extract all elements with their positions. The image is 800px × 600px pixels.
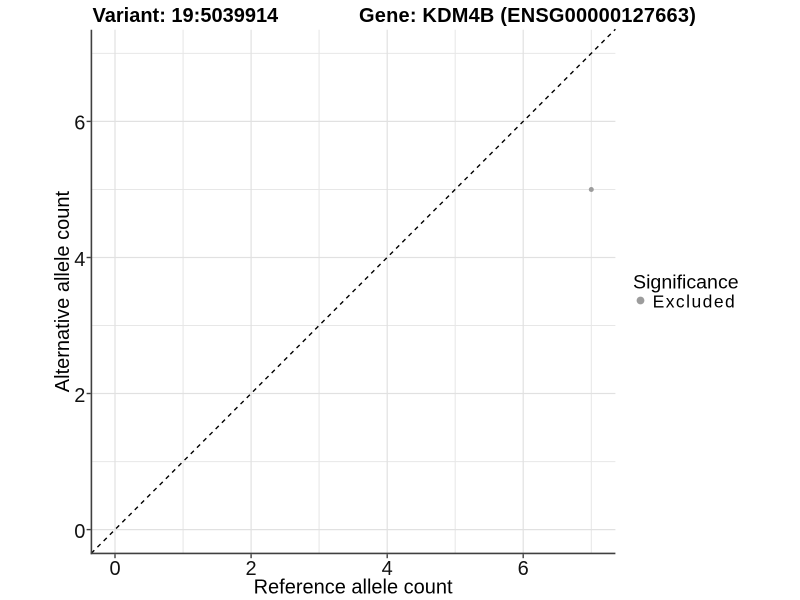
svg-text:0: 0 bbox=[109, 558, 120, 580]
svg-text:Gene: KDM4B (ENSG00000127663): Gene: KDM4B (ENSG00000127663) bbox=[359, 5, 696, 27]
svg-text:6: 6 bbox=[74, 113, 85, 135]
svg-text:6: 6 bbox=[518, 558, 529, 580]
svg-text:Alternative allele count: Alternative allele count bbox=[52, 191, 74, 393]
svg-text:Significance: Significance bbox=[633, 272, 739, 294]
svg-text:2: 2 bbox=[246, 558, 257, 580]
svg-text:4: 4 bbox=[74, 249, 85, 271]
svg-text:2: 2 bbox=[74, 385, 85, 407]
svg-text:4: 4 bbox=[382, 558, 393, 580]
svg-text:Variant: 19:5039914: Variant: 19:5039914 bbox=[93, 5, 280, 27]
svg-text:0: 0 bbox=[74, 521, 85, 543]
svg-text:Excluded: Excluded bbox=[653, 291, 737, 311]
svg-text:Reference allele count: Reference allele count bbox=[254, 577, 453, 599]
